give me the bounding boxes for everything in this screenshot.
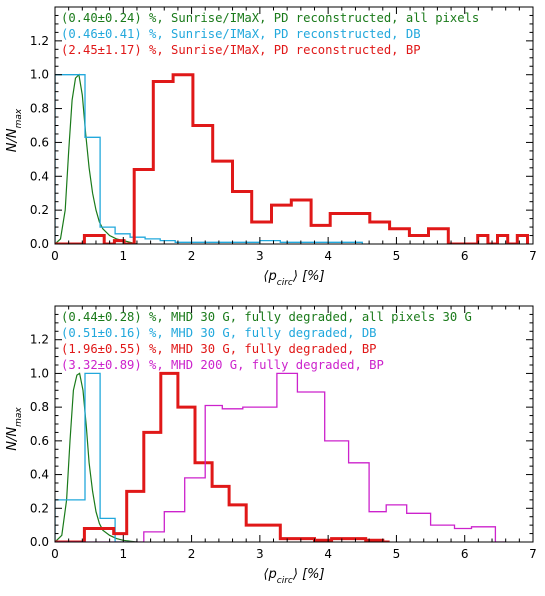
x-tick-label: 2: [188, 249, 196, 263]
legend-entry-2: (1.96±0.55) %, MHD 30 G, fully degraded,…: [61, 342, 377, 356]
series-line-1: [55, 372, 131, 542]
x-tick-label: 6: [461, 547, 469, 561]
series-line-2: [55, 73, 529, 244]
y-tick-label: 0.2: [30, 203, 49, 217]
x-tick-label: 3: [256, 249, 264, 263]
y-tick-label: 1.0: [30, 366, 49, 380]
x-axis-label: ⟨pcirc⟩ [%]: [263, 269, 324, 288]
series-line-0: [55, 73, 138, 244]
x-tick-label: 7: [529, 249, 537, 263]
x-tick-label: 3: [256, 547, 264, 561]
y-tick-label: 1.2: [30, 333, 49, 347]
series-line-2: [55, 371, 390, 542]
x-tick-label: 4: [324, 249, 332, 263]
series-line-1: [55, 74, 363, 244]
y-tick-label: 0.0: [30, 237, 49, 251]
legend-entry-2: (2.45±1.17) %, Sunrise/IMaX, PD reconstr…: [61, 43, 421, 57]
y-axis-label: N/Nmax: [5, 108, 24, 152]
legend-entry-0: (0.44±0.28) %, MHD 30 G, fully degraded,…: [61, 310, 472, 324]
y-tick-label: 0.4: [30, 169, 49, 183]
x-tick-label: 5: [393, 249, 401, 263]
series-line-3: [55, 372, 506, 542]
x-tick-label: 4: [324, 547, 332, 561]
x-tick-label: 7: [529, 547, 537, 561]
legend-entry-1: (0.46±0.41) %, Sunrise/IMaX, PD reconstr…: [61, 27, 421, 41]
series-group: [55, 73, 529, 244]
legend-entry-1: (0.51±0.16) %, MHD 30 G, fully degraded,…: [61, 326, 377, 340]
y-tick-label: 0.8: [30, 400, 49, 414]
y-tick-label: 0.6: [30, 434, 49, 448]
x-tick-label: 1: [119, 547, 127, 561]
y-tick-label: 0.2: [30, 501, 49, 515]
x-tick-label: 1: [119, 249, 127, 263]
x-tick-label: 5: [393, 547, 401, 561]
x-tick-label: 2: [188, 547, 196, 561]
series-group: [55, 371, 506, 542]
y-tick-label: 0.8: [30, 102, 49, 116]
y-tick-label: 1.2: [30, 34, 49, 48]
legend-entry-3: (3.32±0.89) %, MHD 200 G, fully degraded…: [61, 358, 384, 372]
x-axis-label: ⟨pcirc⟩ [%]: [263, 567, 324, 586]
series-line-0: [55, 372, 137, 542]
y-axis-label: N/Nmax: [5, 407, 24, 451]
y-tick-label: 0.6: [30, 135, 49, 149]
top-histogram-panel: 0 1 2 3 4 5 6 7 0.0 0.2 0.4 0.6 0.8 1.0 1.2 ⟨pcirc⟩ [%]…: [5, 6, 537, 288]
y-tick-label: 0.0: [30, 535, 49, 549]
x-tick-label: 6: [461, 249, 469, 263]
legend-entry-0: (0.40±0.24) %, Sunrise/IMaX, PD reconstr…: [61, 11, 479, 25]
x-tick-label: 0: [51, 547, 59, 561]
bottom-histogram-panel: 0 1 2 3 4 5 6 7 0.0 0.2 0.4 0.6 0.8 1.0 1.2 ⟨pcirc⟩ [%]…: [5, 305, 537, 586]
y-tick-label: 1.0: [30, 68, 49, 82]
y-tick-label: 0.4: [30, 468, 49, 482]
x-tick-label: 0: [51, 249, 59, 263]
